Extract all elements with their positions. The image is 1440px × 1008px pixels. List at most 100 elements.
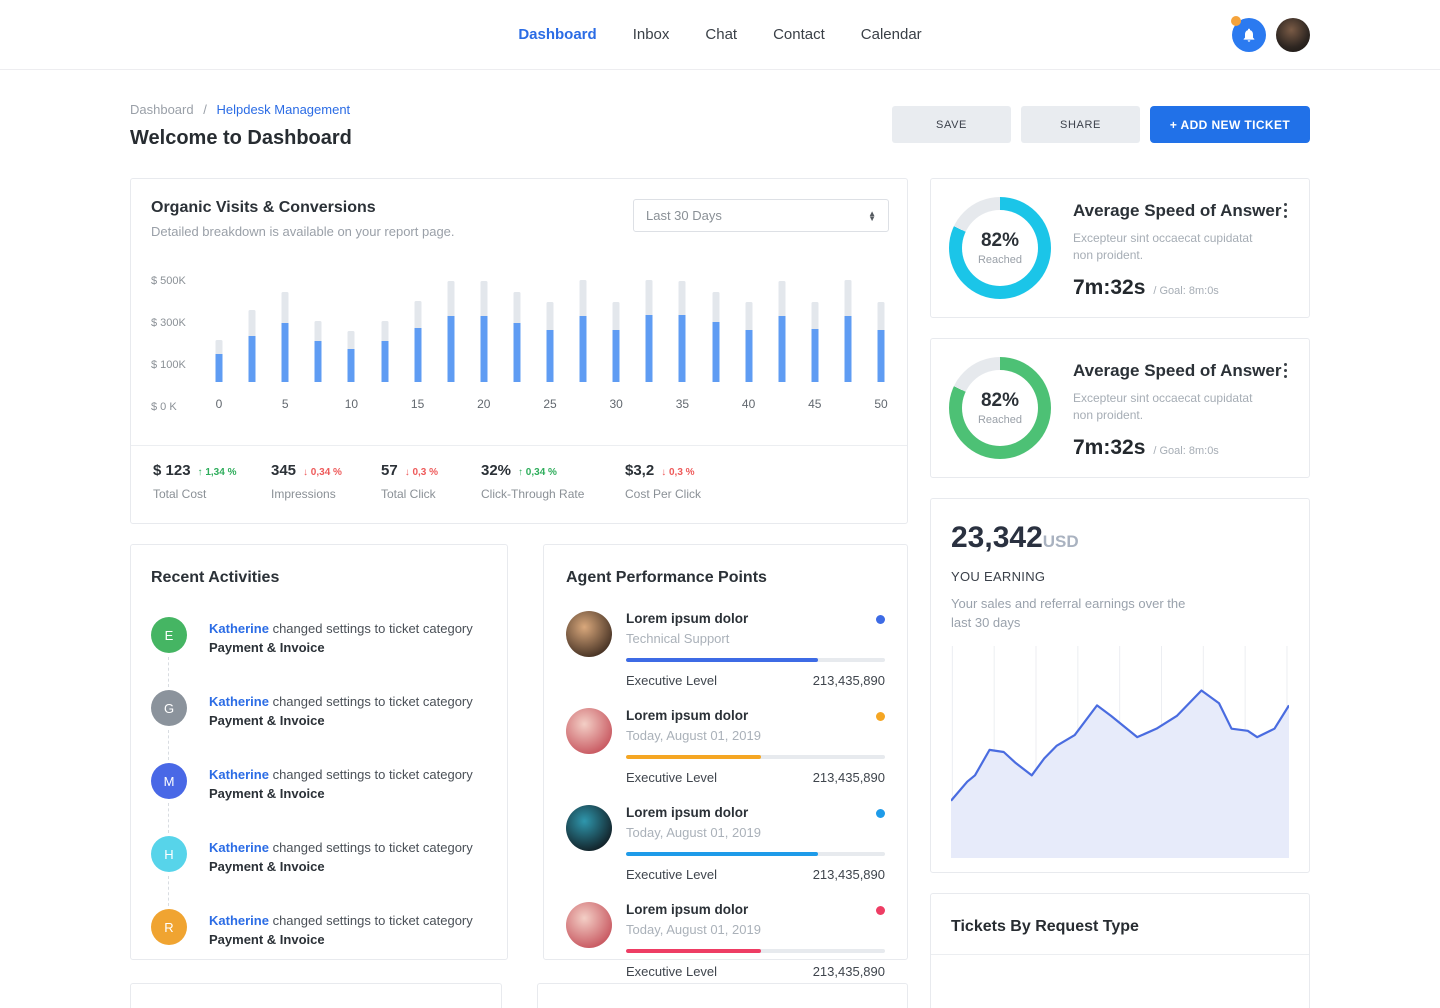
bar-value-segment xyxy=(414,327,422,382)
top-bar: Dashboard Inbox Chat Contact Calendar xyxy=(0,0,1440,70)
y-axis-label: $ 100K xyxy=(151,359,186,371)
tickets-title: Tickets By Request Type xyxy=(951,918,1139,935)
activity-action: changed settings to ticket category xyxy=(268,694,473,709)
agent-progress-track xyxy=(626,658,885,662)
x-axis-label: 40 xyxy=(741,397,756,411)
breadcrumb-helpdesk[interactable]: Helpdesk Management xyxy=(216,102,351,117)
more-options-button[interactable] xyxy=(1280,359,1291,382)
agent-item: Lorem ipsum dolor Technical Support Execut… xyxy=(566,611,885,688)
user-avatar[interactable] xyxy=(1276,18,1310,52)
stats-row: $ 123 ↑ 1,34 % Total Cost 345 ↓ 0,34 % Impres… xyxy=(131,445,907,523)
agent-progress-fill xyxy=(626,949,761,953)
x-axis-label: 35 xyxy=(675,397,690,411)
bar-value-segment xyxy=(546,330,554,382)
donut-reached-label: Reached xyxy=(977,254,1023,266)
agent-names: Lorem ipsum dolor Technical Support xyxy=(626,611,748,646)
bar-value-segment xyxy=(347,349,355,382)
activity-text: Katherine changed settings to ticket cat… xyxy=(209,763,473,803)
earnings-currency: USD xyxy=(1042,532,1079,551)
agent-status-dot xyxy=(876,712,885,721)
speed-card-desc: Excepteur sint occaecat cupidatat non pr… xyxy=(1073,391,1253,422)
activities-list: E Katherine changed settings to ticket ca… xyxy=(151,617,487,949)
agent-progress-fill xyxy=(626,852,818,856)
agent-level-label: Executive Level xyxy=(626,867,718,882)
bar-value-segment xyxy=(645,315,653,382)
agent-names: Lorem ipsum dolor Today, August 01, 2019 xyxy=(626,708,761,743)
agent-subtitle: Today, August 01, 2019 xyxy=(626,728,761,743)
activity-action: changed settings to ticket category xyxy=(268,621,473,636)
activity-user-link[interactable]: Katherine xyxy=(209,840,269,855)
activity-avatar: E xyxy=(151,617,187,687)
nav-item-dashboard[interactable]: Dashboard xyxy=(518,26,597,43)
agent-points: 213,435,890 xyxy=(812,770,885,785)
bar-value-segment xyxy=(678,315,686,382)
notifications-button[interactable] xyxy=(1231,16,1266,52)
add-new-ticket-button[interactable]: + ADD NEW TICKET xyxy=(1150,106,1310,143)
stat-value: 345 xyxy=(271,462,297,479)
share-button[interactable]: SHARE xyxy=(1021,106,1140,143)
activity-avatar: M xyxy=(151,763,187,833)
organic-bar-chart: $ 500K $ 300K $ 100K $ 0 K 0 5 10 15 20 25 30 35 40… xyxy=(151,269,889,417)
bell-icon xyxy=(1243,28,1255,42)
agent-level-row: Executive Level 213,435,890 xyxy=(626,673,885,688)
earnings-area-chart xyxy=(951,646,1289,858)
more-options-button[interactable] xyxy=(1280,199,1291,222)
y-axis-label: $ 300K xyxy=(151,317,186,329)
speed-goal: / Goal: 8m:0s xyxy=(1153,285,1219,297)
agent-body: Lorem ipsum dolor Technical Support Execut… xyxy=(626,611,885,688)
activity-user-link[interactable]: Katherine xyxy=(209,621,269,636)
x-axis-label: 45 xyxy=(808,397,822,411)
y-axis-label: $ 500K xyxy=(151,275,186,287)
agent-progress-track xyxy=(626,852,885,856)
agent-names: Lorem ipsum dolor Today, August 01, 2019 xyxy=(626,902,761,937)
agent-progress-fill xyxy=(626,755,761,759)
activity-target: Payment & Invoice xyxy=(209,640,325,655)
agent-status-dot xyxy=(876,809,885,818)
breadcrumb-dashboard[interactable]: Dashboard xyxy=(130,102,194,117)
x-axis-label: 30 xyxy=(609,397,623,411)
bar-value-segment xyxy=(381,341,388,382)
divider xyxy=(931,954,1309,955)
agent-level-label: Executive Level xyxy=(626,770,718,785)
agent-name: Lorem ipsum dolor xyxy=(626,805,749,820)
stat-value: $3,2 xyxy=(625,462,655,479)
donut-reached-label: Reached xyxy=(977,414,1023,426)
stat-total-click: 57 ↓ 0,3 % Total Click xyxy=(381,462,451,523)
nav-item-contact[interactable]: Contact xyxy=(773,26,825,43)
agent-avatar xyxy=(566,708,612,754)
activity-item: H Katherine changed settings to ticket ca… xyxy=(151,836,487,906)
activity-target: Payment & Invoice xyxy=(209,932,325,947)
stat-value: 32% xyxy=(481,462,512,479)
organic-visits-subtitle: Detailed breakdown is available on your … xyxy=(151,224,455,239)
activity-target: Payment & Invoice xyxy=(209,786,325,801)
x-axis-label: 0 xyxy=(215,397,223,411)
agent-header: Lorem ipsum dolor Today, August 01, 2019 xyxy=(626,805,885,840)
activity-avatar: R xyxy=(151,909,187,945)
agent-points: 213,435,890 xyxy=(812,867,885,882)
earnings-label: YOU EARNING xyxy=(951,569,1046,584)
activity-action: changed settings to ticket category xyxy=(268,913,473,928)
breadcrumb: Dashboard / Helpdesk Management xyxy=(130,102,351,117)
activity-item: R Katherine changed settings to ticket ca… xyxy=(151,909,487,949)
nav-item-chat[interactable]: Chat xyxy=(705,26,738,43)
stat-label: Total Cost xyxy=(153,487,207,501)
agent-avatar xyxy=(566,805,612,851)
select-arrows-icon: ▲ ▼ xyxy=(868,208,876,223)
save-button[interactable]: SAVE xyxy=(892,106,1011,143)
bar-value-segment xyxy=(579,316,587,382)
activity-user-link[interactable]: Katherine xyxy=(209,913,269,928)
date-range-select[interactable]: Last 30 Days ▲ ▼ xyxy=(633,199,889,232)
activity-action: changed settings to ticket category xyxy=(268,767,473,782)
stat-delta: ↓ 0,34 % xyxy=(303,467,342,478)
activity-user-link[interactable]: Katherine xyxy=(209,694,269,709)
activity-user-link[interactable]: Katherine xyxy=(209,767,269,782)
bar-value-segment xyxy=(248,335,256,382)
speed-card-title: Average Speed of Answer xyxy=(1073,201,1282,220)
bar-value-segment xyxy=(612,330,620,382)
stat-value: $ 123 xyxy=(153,462,191,479)
nav-item-calendar[interactable]: Calendar xyxy=(860,26,922,43)
stat-cost-per-click: $3,2 ↓ 0,3 % Cost Per Click xyxy=(625,462,725,523)
donut-gauge: 82% Reached xyxy=(949,197,1051,299)
donut-percent: 82% xyxy=(980,390,1020,411)
nav-item-inbox[interactable]: Inbox xyxy=(632,26,670,43)
